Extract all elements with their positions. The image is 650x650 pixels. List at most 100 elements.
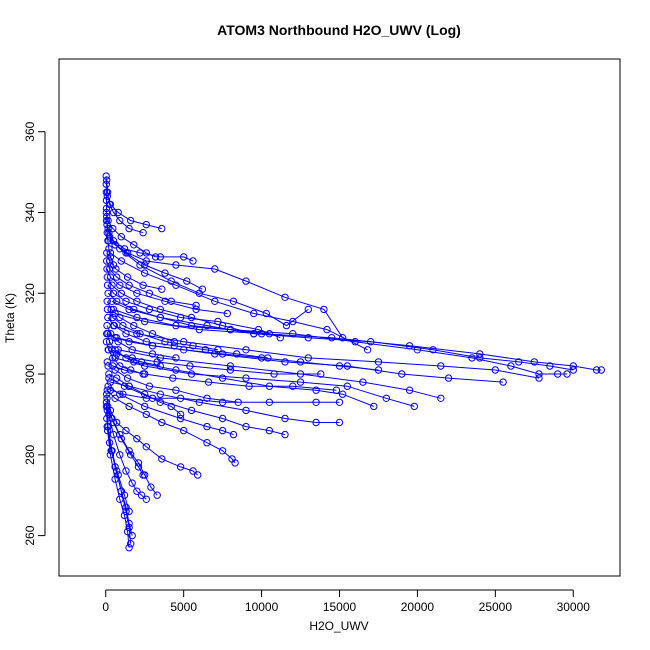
data-point xyxy=(125,519,133,528)
data-point xyxy=(170,338,179,346)
data-point xyxy=(119,390,127,398)
series-line xyxy=(106,394,147,500)
x-tick-label: 5000 xyxy=(170,600,197,614)
data-point xyxy=(128,354,136,362)
data-point xyxy=(103,297,111,305)
data-point xyxy=(229,430,238,439)
data-point xyxy=(109,208,118,217)
data-point xyxy=(563,370,571,378)
data-point xyxy=(270,370,278,378)
series-line xyxy=(105,212,156,258)
data-point xyxy=(102,398,111,406)
data-point xyxy=(276,334,284,342)
data-point xyxy=(113,350,121,358)
data-point xyxy=(139,471,147,479)
data-point xyxy=(104,330,112,338)
data-point xyxy=(120,366,129,374)
data-point xyxy=(142,410,151,419)
data-point xyxy=(374,366,383,374)
data-point xyxy=(156,398,165,406)
data-point xyxy=(105,374,113,382)
data-point xyxy=(176,414,185,423)
data-point xyxy=(117,233,126,241)
data-point xyxy=(242,374,250,382)
data-point xyxy=(108,281,116,289)
data-point xyxy=(281,414,289,423)
data-point xyxy=(242,346,250,354)
series-line xyxy=(109,236,309,327)
y-axis: 260 280 300 320 340 360 xyxy=(23,121,46,546)
data-point xyxy=(203,321,211,330)
data-point xyxy=(117,289,126,297)
series-line xyxy=(106,398,199,476)
data-point xyxy=(111,394,119,402)
series-line xyxy=(106,196,162,230)
data-point xyxy=(109,237,118,245)
data-point xyxy=(535,370,543,378)
data-point xyxy=(137,491,146,499)
data-point xyxy=(122,426,130,435)
data-point xyxy=(167,297,175,305)
data-point xyxy=(127,540,135,548)
data-point xyxy=(123,273,132,281)
data-point xyxy=(189,467,197,475)
data-point xyxy=(111,334,119,342)
data-point xyxy=(142,394,151,402)
data-series-39 xyxy=(103,305,222,354)
x-axis-label: H2O_UWV xyxy=(309,619,368,633)
data-point xyxy=(133,297,141,305)
data-point xyxy=(218,374,227,382)
data-point xyxy=(113,273,121,281)
data-point xyxy=(130,321,138,330)
data-point xyxy=(211,297,219,305)
data-point xyxy=(187,313,196,322)
data-point xyxy=(114,471,122,479)
data-point xyxy=(141,261,149,269)
data-point xyxy=(203,422,211,431)
data-point xyxy=(282,321,291,330)
data-point xyxy=(109,261,118,269)
y-axis-label: Theta (K) xyxy=(3,293,17,343)
data-point xyxy=(111,309,119,318)
series-line xyxy=(114,357,415,407)
data-point xyxy=(116,216,124,225)
x-tick-label: 20000 xyxy=(401,600,435,614)
data-point xyxy=(114,208,122,217)
data-point xyxy=(180,253,188,261)
data-point xyxy=(437,362,445,370)
data-point xyxy=(304,305,312,314)
data-point xyxy=(112,265,120,273)
data-point xyxy=(245,382,253,390)
data-point xyxy=(317,370,325,378)
series-line xyxy=(110,389,340,403)
data-point xyxy=(176,463,185,471)
data-point xyxy=(133,289,141,297)
y-tick-label: 360 xyxy=(23,121,37,141)
data-point xyxy=(382,394,390,402)
data-point xyxy=(242,422,250,431)
data-point xyxy=(187,321,196,330)
data-point xyxy=(597,366,605,374)
data-point xyxy=(137,358,146,366)
data-point xyxy=(106,451,115,459)
data-point xyxy=(223,309,232,318)
data-point xyxy=(201,346,210,354)
data-point xyxy=(105,257,114,265)
series-line xyxy=(107,333,379,371)
data-point xyxy=(119,321,127,330)
data-point xyxy=(265,330,274,338)
series-line xyxy=(107,361,337,391)
data-point xyxy=(111,241,119,249)
series-line xyxy=(114,313,602,371)
data-point xyxy=(328,334,336,342)
data-point xyxy=(128,479,136,487)
data-point xyxy=(122,467,130,475)
data-point xyxy=(176,394,185,402)
y-tick-label: 320 xyxy=(23,283,37,303)
x-tick-label: 25000 xyxy=(479,600,513,614)
data-point xyxy=(312,418,320,427)
data-point xyxy=(109,362,117,370)
data-point xyxy=(107,330,115,338)
data-point xyxy=(158,224,166,233)
data-point xyxy=(134,463,143,471)
